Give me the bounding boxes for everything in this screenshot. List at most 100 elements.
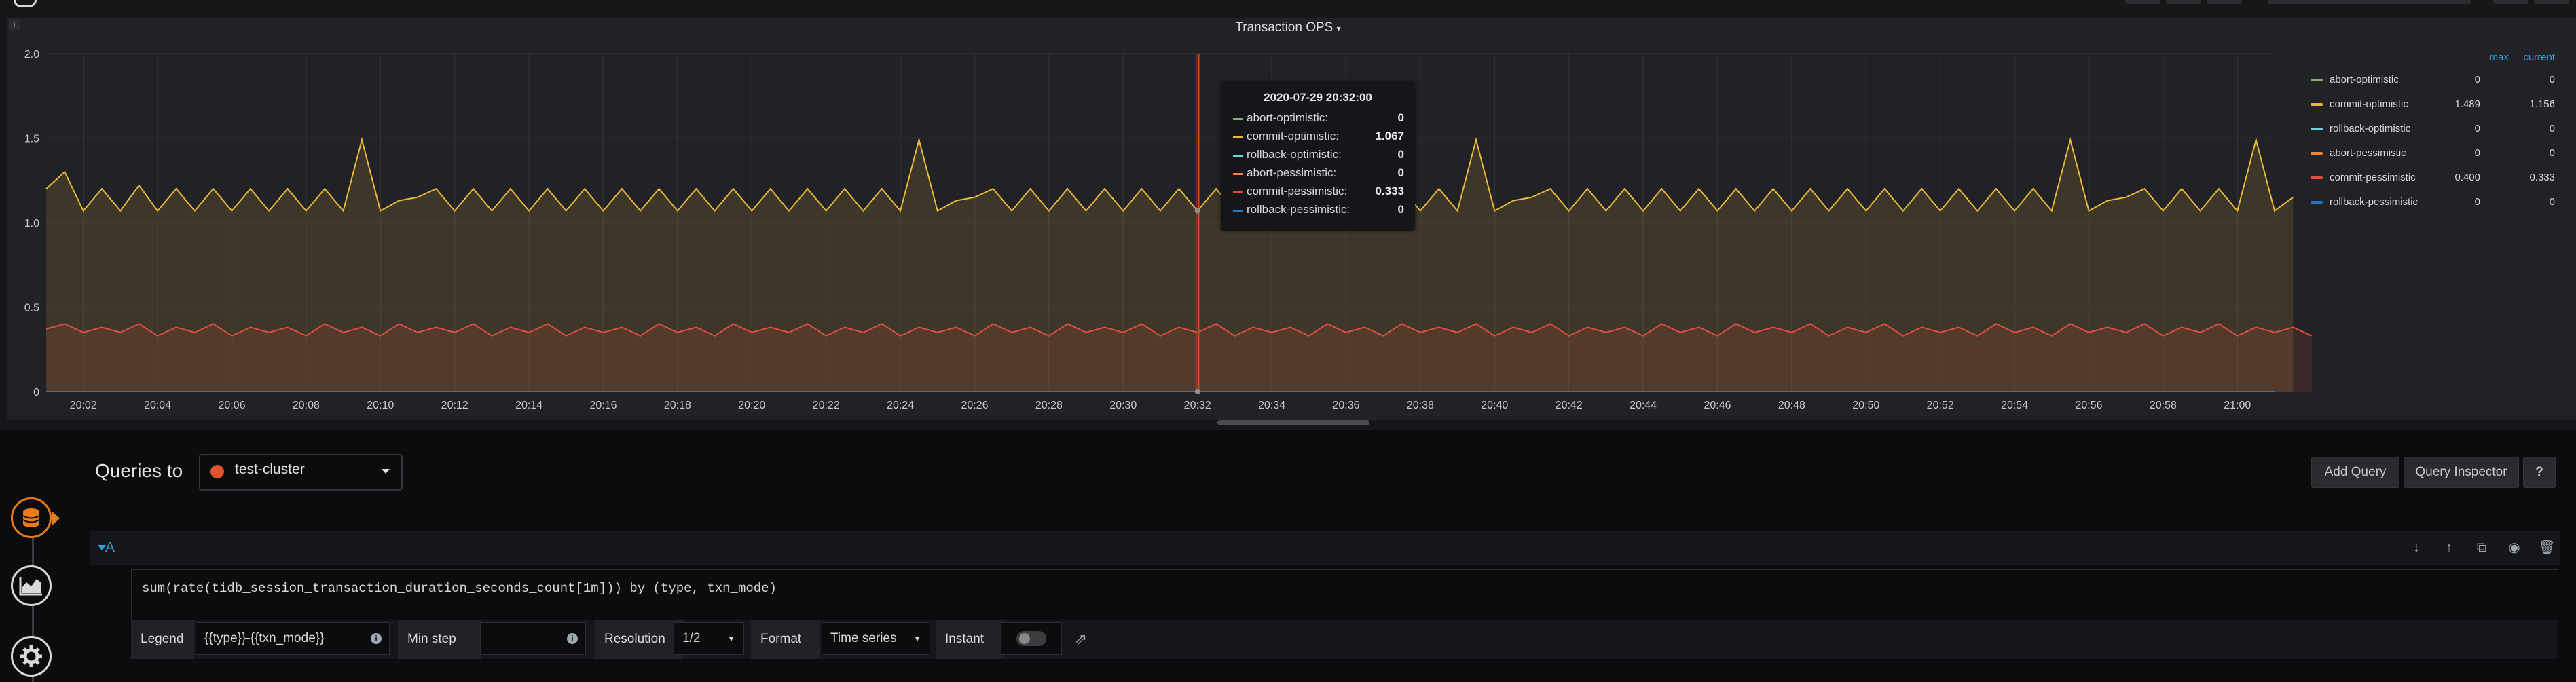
legend-col-max[interactable]: max xyxy=(2489,52,2509,63)
series-swatch xyxy=(1233,118,1243,120)
back-icon[interactable] xyxy=(14,0,37,7)
refresh-button[interactable] xyxy=(2534,0,2569,4)
x-tick-label: 20:40 xyxy=(1481,400,1508,411)
x-tick-label: 20:32 xyxy=(1184,400,1211,411)
legend-col-current[interactable]: current xyxy=(2523,52,2555,63)
general-tab[interactable] xyxy=(11,636,52,677)
move-down-icon[interactable]: ↓ xyxy=(2413,540,2420,555)
series-line-commit-pessimistic xyxy=(45,323,2313,337)
datasource-logo-icon xyxy=(210,465,224,478)
tooltip-row: abort-optimistic: 0 xyxy=(1233,110,1404,128)
legend-series-name: abort-optimistic xyxy=(2330,74,2399,86)
tooltip-series-value: 0 xyxy=(1397,148,1404,161)
x-tick-label: 20:44 xyxy=(1630,400,1657,411)
legend-item[interactable]: commit-optimistic 1.489 1.156 xyxy=(2311,94,2555,115)
tooltip-series-value: 0 xyxy=(1397,166,1404,179)
x-tick-label: 20:58 xyxy=(2150,400,2177,411)
chevron-down-icon: ▼ xyxy=(913,634,921,643)
series-swatch xyxy=(2311,176,2323,179)
zoom-out-button[interactable] xyxy=(2493,0,2528,4)
duplicate-icon[interactable]: ⧉ xyxy=(2476,540,2487,555)
active-tab-arrow xyxy=(52,511,60,526)
add-query-button[interactable]: Add Query xyxy=(2311,457,2399,488)
legend-item[interactable]: commit-pessimistic 0.400 0.333 xyxy=(2311,168,2555,188)
toolbar-button[interactable] xyxy=(2207,0,2242,4)
time-series-chart[interactable]: 0 0.5 1.0 1.5 2.0 20:02 20:04 20:06 20:08 20:10 20… xyxy=(0,0,2576,430)
move-up-icon[interactable]: ↑ xyxy=(2446,540,2452,555)
query-expression: sum(rate(tidb_session_transaction_durati… xyxy=(142,581,777,596)
instant-label: Instant xyxy=(936,620,1004,659)
tooltip-series-value: 1.067 xyxy=(1375,130,1404,143)
database-icon xyxy=(22,508,40,527)
tooltip-row: rollback-optimistic: 0 xyxy=(1233,147,1404,164)
query-ref-label[interactable]: A xyxy=(105,539,115,555)
series-swatch xyxy=(2311,103,2323,106)
trash-icon[interactable]: 🗑 xyxy=(2538,540,2556,555)
x-tick-label: 21:00 xyxy=(2224,400,2251,411)
tooltip-series-value: 0 xyxy=(1397,111,1404,124)
y-tick-label: 0.5 xyxy=(24,303,39,314)
legend-current: 0 xyxy=(2549,196,2555,208)
x-tick-label: 20:12 xyxy=(441,400,468,411)
chevron-down-icon: ▼ xyxy=(727,634,735,643)
queries-to-label: Queries to xyxy=(95,460,183,481)
help-button[interactable]: ? xyxy=(2523,457,2556,488)
legend-label: Legend xyxy=(131,620,194,659)
legend-item[interactable]: abort-optimistic 0 0 xyxy=(2311,70,2555,90)
tooltip-series-value: 0 xyxy=(1397,203,1404,216)
query-inspector-button[interactable]: Query Inspector xyxy=(2404,457,2519,488)
queries-tab[interactable] xyxy=(11,497,52,538)
tooltip-series-name: abort-pessimistic: xyxy=(1247,166,1337,179)
chevron-down-icon xyxy=(382,469,390,474)
legend-current: 0 xyxy=(2549,123,2555,134)
toolbar-button[interactable] xyxy=(2166,0,2201,4)
x-tick-label: 20:18 xyxy=(664,400,691,411)
query-expression-input[interactable] xyxy=(131,569,2558,621)
resolution-label: Resolution xyxy=(595,620,683,659)
legend-max: 0 xyxy=(2474,147,2480,159)
tooltip-series-name: rollback-pessimistic: xyxy=(1247,203,1350,216)
legend-item[interactable]: rollback-pessimistic 0 0 xyxy=(2311,192,2555,212)
legend-current: 1.156 xyxy=(2529,98,2555,110)
legend-item[interactable]: abort-pessimistic 0 0 xyxy=(2311,143,2555,164)
x-tick-label: 20:10 xyxy=(367,400,394,411)
eye-icon[interactable]: ◉ xyxy=(2508,540,2520,555)
time-range-picker[interactable] xyxy=(2268,0,2471,4)
external-link-icon[interactable]: ⇗ xyxy=(1074,630,1088,647)
legend-format-input[interactable]: {{type}}-{{txn_mode}} xyxy=(196,622,390,655)
y-tick-label: 0 xyxy=(33,387,39,398)
series-area-commit-pessimistic xyxy=(46,324,2312,392)
query-row-header[interactable] xyxy=(90,531,2560,565)
toolbar-button[interactable] xyxy=(2125,0,2160,4)
legend-series-name: commit-optimistic xyxy=(2330,98,2408,110)
collapse-icon[interactable] xyxy=(98,545,106,550)
legend-series-name: rollback-pessimistic xyxy=(2330,196,2418,208)
format-label: Format xyxy=(751,620,820,659)
info-icon[interactable]: i xyxy=(371,633,382,644)
series-swatch xyxy=(1233,191,1243,193)
series-swatch xyxy=(1233,173,1243,175)
datasource-select[interactable] xyxy=(199,454,403,491)
info-icon[interactable]: i xyxy=(567,633,578,644)
x-tick-label: 20:52 xyxy=(1927,400,1954,411)
resolution-select[interactable]: 1/2 ▼ xyxy=(674,622,744,655)
series-line-commit-optimistic xyxy=(45,137,2294,212)
legend-item[interactable]: rollback-optimistic 0 0 xyxy=(2311,119,2555,139)
hover-tooltip: 2020-07-29 20:32:00 abort-optimistic: 0 c… xyxy=(1221,82,1415,231)
panel-info-icon[interactable]: i xyxy=(9,19,20,30)
panel-resize-handle[interactable] xyxy=(1217,420,1369,425)
tooltip-series-name: rollback-optimistic: xyxy=(1247,148,1342,161)
x-tick-label: 20:38 xyxy=(1407,400,1434,411)
panel-title[interactable]: Transaction OPS ▾ xyxy=(0,20,2576,35)
visualization-tab[interactable] xyxy=(11,565,52,606)
series-swatch xyxy=(1233,136,1243,138)
gear-icon xyxy=(20,645,42,667)
x-tick-label: 20:36 xyxy=(1332,400,1359,411)
x-tick-label: 20:50 xyxy=(1852,400,1879,411)
legend-max: 0 xyxy=(2474,196,2480,208)
hover-point xyxy=(1194,389,1200,394)
legend-series-name: abort-pessimistic xyxy=(2330,147,2406,159)
y-tick-label: 2.0 xyxy=(24,49,39,60)
hover-point xyxy=(1194,208,1200,214)
format-select[interactable]: Time series ▼ xyxy=(822,622,930,655)
